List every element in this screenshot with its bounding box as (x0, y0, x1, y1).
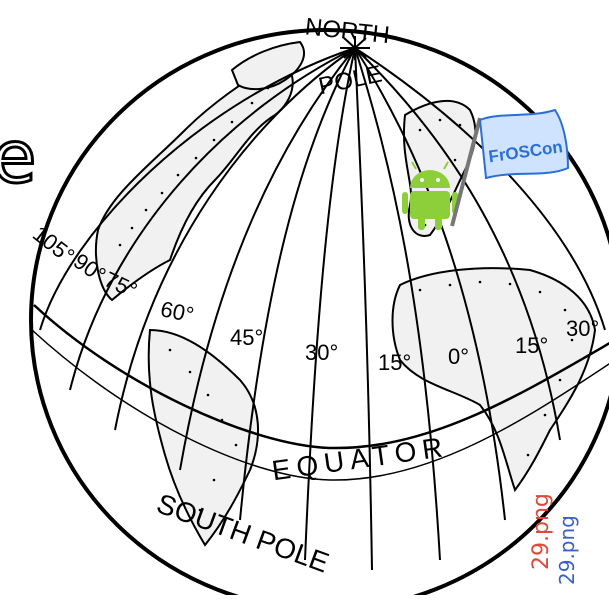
meridian-label-30: 30° (305, 340, 338, 365)
meridian-label-30-east: 30° (566, 316, 599, 341)
meridian-label-45: 45° (230, 325, 263, 350)
android-robot-icon (402, 161, 458, 230)
equator-line (33, 304, 609, 450)
meridian-label-15-west: 15° (378, 350, 411, 375)
stipple-texture (118, 86, 574, 512)
meridian-label-0: 0° (448, 344, 469, 369)
africa-landmass (391, 267, 597, 493)
froscon-flag: FrOSCon (478, 108, 570, 180)
meridian-label-15-east: 15° (515, 333, 548, 358)
north-pole-marker (340, 36, 370, 60)
partial-handwritten-letter: e (0, 115, 36, 199)
south-america-landmass (147, 328, 259, 547)
filename-annotation-blue: 29.png (555, 515, 579, 585)
equator-band (31, 329, 609, 481)
flag-pole (450, 117, 482, 227)
filename-annotation-red: 29.png (529, 493, 554, 570)
meridian-lines (39, 47, 606, 571)
